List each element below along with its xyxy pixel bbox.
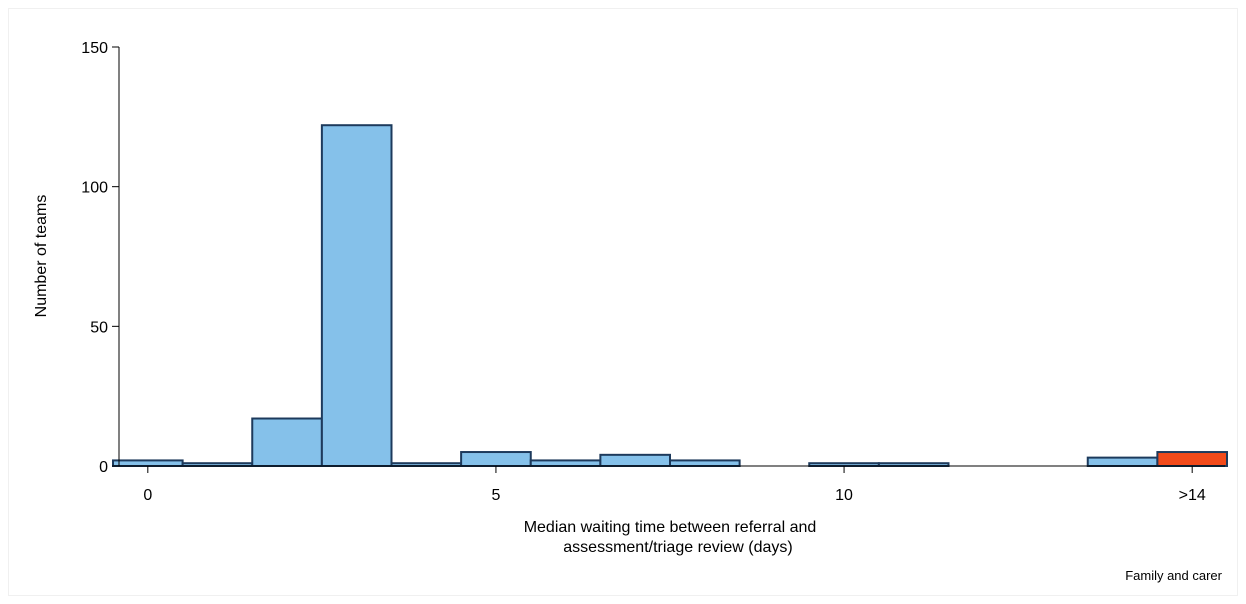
x-tick-label-5: 5 <box>491 487 500 504</box>
y-ticks-group: 0 50 100 150 <box>81 40 119 476</box>
bar-series1-bin-15 <box>1156 451 1228 467</box>
bar-series0-bin-14 <box>1086 456 1159 467</box>
x-axis-title-line-2: assessment/triage review (days) <box>563 539 792 556</box>
bar-series0-bin-0 <box>112 459 184 467</box>
chart-frame <box>8 8 1238 596</box>
y-tick-label-100: 100 <box>81 180 108 197</box>
bar-series0-bin-2 <box>251 417 323 468</box>
chart-note: Family and carer <box>1125 568 1222 583</box>
x-ticks-group: 0 5 10 >14 <box>143 466 1206 504</box>
x-axis-title-line-1: Median waiting time between referral and <box>524 519 817 536</box>
bar-series0-bin-5 <box>460 451 532 467</box>
y-tick-label-50: 50 <box>90 319 108 336</box>
axes-group <box>118 47 1225 467</box>
bar-series0-bin-7 <box>599 453 671 467</box>
y-axis-title: Number of teams <box>33 195 50 318</box>
x-tick-label-10: 10 <box>835 487 853 504</box>
bar-series0-bin-3 <box>320 124 393 467</box>
x-tick-label-15: >14 <box>1179 487 1206 504</box>
bar-series0-bin-8 <box>669 459 741 467</box>
bars-group <box>112 124 1228 468</box>
y-tick-label-0: 0 <box>99 459 108 476</box>
y-tick-label-150: 150 <box>81 40 108 57</box>
bar-series0-bin-6 <box>529 459 602 467</box>
x-tick-label-0: 0 <box>143 487 152 504</box>
